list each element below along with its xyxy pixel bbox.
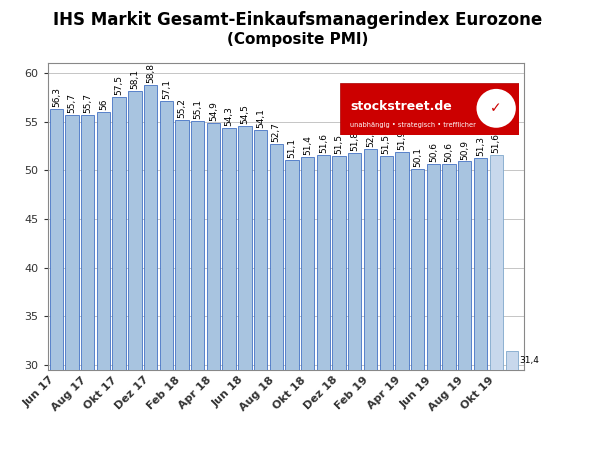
- Text: 55,1: 55,1: [193, 99, 202, 119]
- Text: 55,2: 55,2: [178, 98, 187, 118]
- Text: 50,6: 50,6: [429, 143, 438, 162]
- Bar: [191, 120, 204, 370]
- Bar: [316, 155, 330, 370]
- FancyBboxPatch shape: [340, 83, 519, 135]
- Text: 58,8: 58,8: [146, 63, 155, 83]
- Text: 51,1: 51,1: [287, 138, 296, 157]
- Bar: [49, 109, 63, 370]
- Bar: [489, 155, 503, 370]
- Text: 51,4: 51,4: [303, 135, 312, 155]
- Bar: [254, 130, 267, 370]
- Text: 52,7: 52,7: [272, 122, 281, 142]
- Bar: [301, 156, 314, 370]
- Text: 56,3: 56,3: [52, 87, 61, 107]
- Text: 50,1: 50,1: [413, 147, 422, 167]
- Text: 51,3: 51,3: [476, 136, 485, 156]
- Text: 51,9: 51,9: [398, 130, 406, 150]
- Text: 57,5: 57,5: [114, 75, 123, 95]
- Text: 55,7: 55,7: [83, 93, 92, 113]
- Text: 56: 56: [99, 98, 108, 110]
- Text: 31,4: 31,4: [520, 356, 539, 365]
- Bar: [348, 153, 362, 370]
- Text: 54,1: 54,1: [256, 109, 265, 129]
- Text: IHS Markit Gesamt-Einkaufsmanagerindex Eurozone: IHS Markit Gesamt-Einkaufsmanagerindex E…: [54, 11, 542, 29]
- Bar: [81, 115, 94, 370]
- Bar: [380, 156, 393, 370]
- Text: 54,5: 54,5: [240, 105, 249, 124]
- Bar: [364, 149, 377, 370]
- Bar: [333, 156, 346, 370]
- Text: (Composite PMI): (Composite PMI): [227, 32, 369, 46]
- Text: 57,1: 57,1: [162, 79, 171, 99]
- Bar: [442, 165, 456, 370]
- Bar: [395, 152, 409, 370]
- Text: 50,9: 50,9: [460, 139, 469, 160]
- Text: stockstreet.de: stockstreet.de: [350, 100, 452, 113]
- Text: 54,3: 54,3: [225, 106, 234, 126]
- Text: 52,2: 52,2: [366, 127, 375, 147]
- Bar: [458, 161, 471, 370]
- Bar: [238, 126, 252, 370]
- Text: 58,1: 58,1: [131, 69, 139, 89]
- Bar: [175, 120, 189, 370]
- Text: 51,8: 51,8: [350, 131, 359, 151]
- Text: 54,9: 54,9: [209, 101, 218, 120]
- Bar: [144, 84, 157, 370]
- Bar: [506, 351, 518, 370]
- Text: ✓: ✓: [491, 101, 502, 115]
- Bar: [285, 160, 299, 370]
- Bar: [269, 144, 283, 370]
- Bar: [97, 112, 110, 370]
- Bar: [207, 123, 220, 370]
- Bar: [160, 101, 173, 370]
- Ellipse shape: [476, 89, 516, 128]
- Text: 51,6: 51,6: [319, 133, 328, 153]
- Bar: [411, 169, 424, 370]
- Text: unabhängig • strategisch • trefflicher: unabhängig • strategisch • trefflicher: [350, 122, 476, 129]
- Bar: [427, 165, 440, 370]
- Bar: [113, 97, 126, 370]
- Bar: [222, 129, 236, 370]
- Bar: [128, 92, 141, 370]
- Text: 51,5: 51,5: [334, 133, 344, 154]
- Text: 50,6: 50,6: [445, 143, 454, 162]
- Text: 51,6: 51,6: [492, 133, 501, 153]
- Bar: [66, 115, 79, 370]
- Text: 55,7: 55,7: [67, 93, 76, 113]
- Bar: [474, 157, 487, 370]
- Text: 51,5: 51,5: [381, 133, 391, 154]
